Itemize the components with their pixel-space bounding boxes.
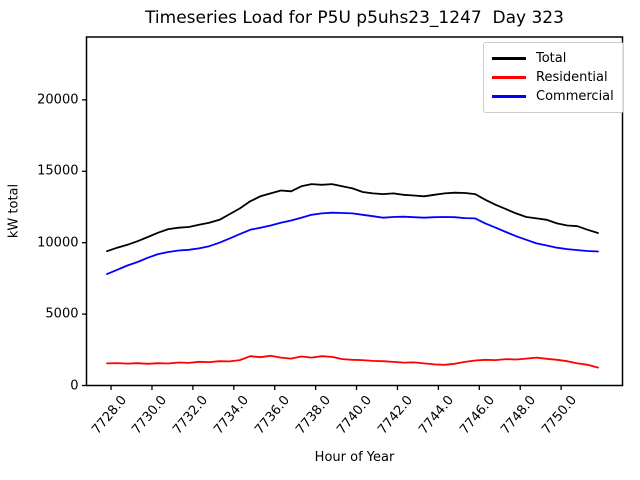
series-line-residential [106,354,599,369]
legend-label-total: Total [536,51,567,66]
legend-label-commercial: Commercial [536,89,614,104]
chart-title: Timeseries Load for P5U p5uhs23_1247 Day… [145,8,564,28]
legend-line-sample-total [492,57,526,60]
x-axis-label: Hour of Year [314,450,395,465]
legend-line-sample-commercial [492,95,526,98]
legend: Total Residential Commercial [483,42,624,113]
series-line-total [106,183,599,253]
legend-item-residential: Residential [492,68,614,87]
y-tick-label: 20000 [37,92,79,108]
y-tick-label: 10000 [37,235,79,251]
legend-item-total: Total [492,49,614,68]
y-tick-label: 0 [70,378,79,393]
y-tick-label: 15000 [37,163,79,179]
legend-line-sample-residential [492,76,526,79]
axes-frame [85,36,624,387]
y-tick-label: 5000 [45,306,79,322]
series-line-commercial [106,211,599,276]
legend-label-residential: Residential [536,70,608,85]
legend-item-commercial: Commercial [492,87,614,106]
